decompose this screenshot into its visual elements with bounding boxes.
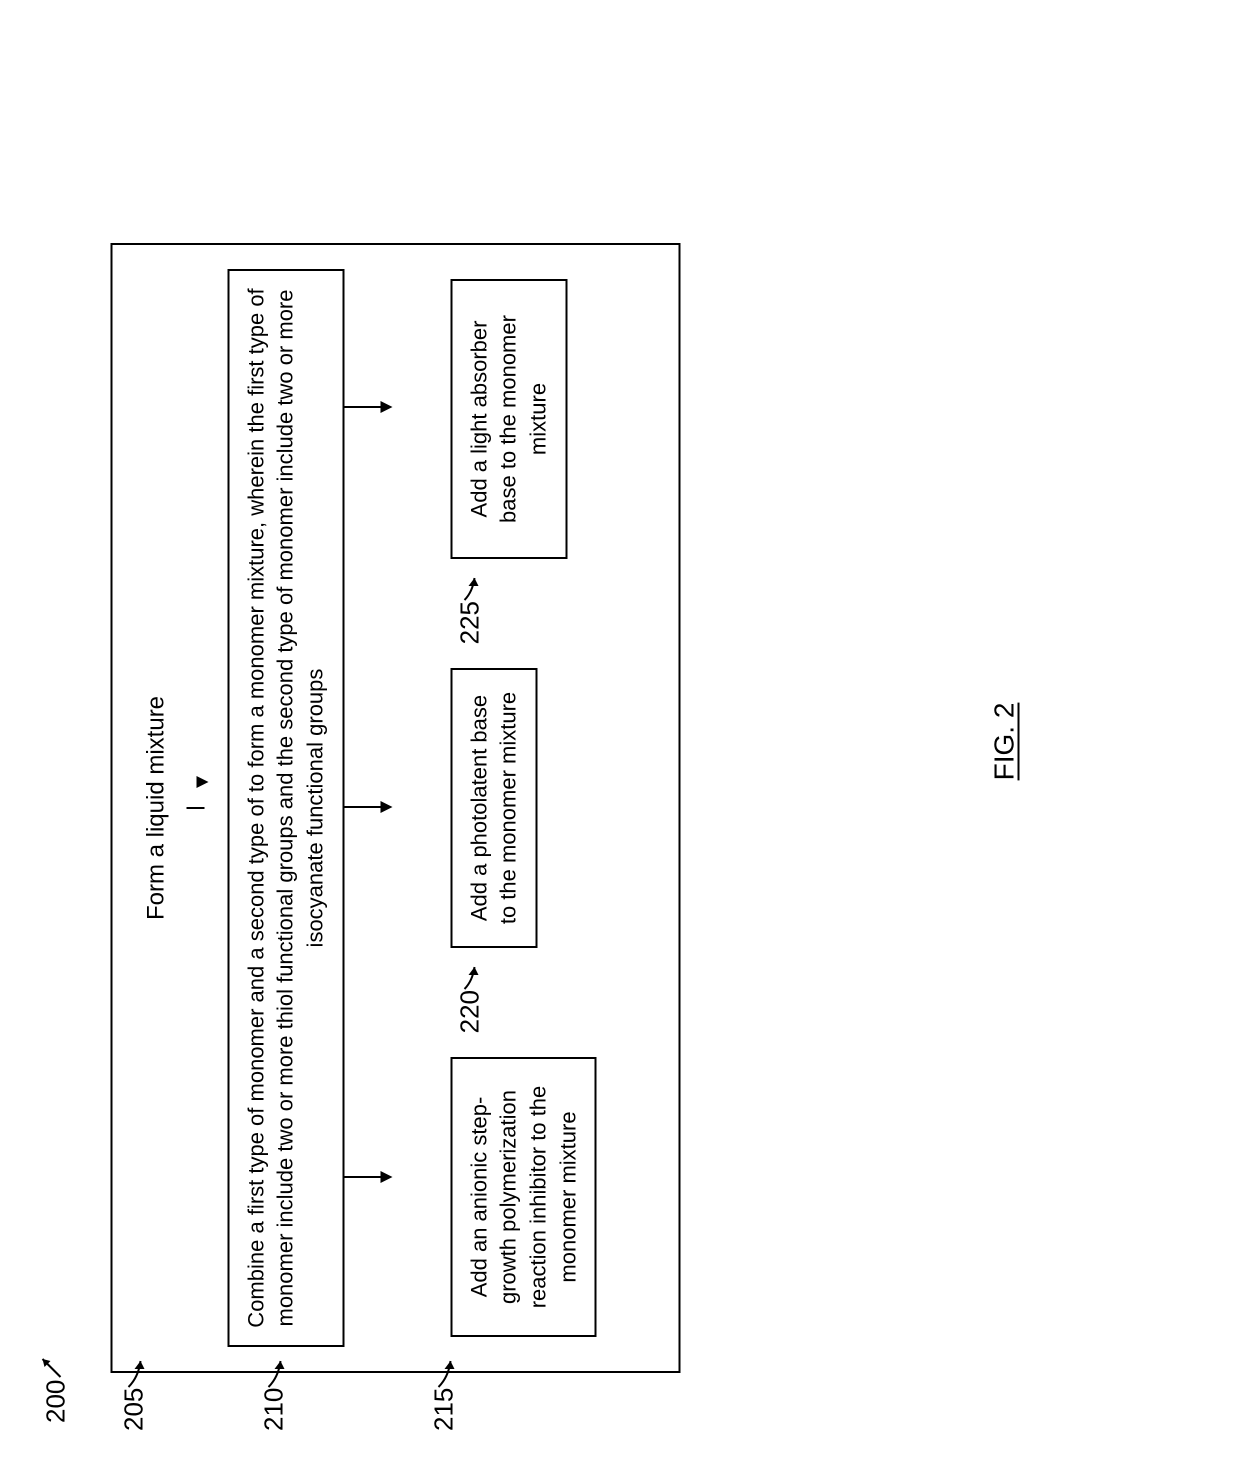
sub3-col: 225 Add a light absorber base to the mon…	[450, 279, 597, 640]
sub1-col: Add an anionic step-growth polymerizatio…	[450, 1057, 597, 1337]
ref-215: 215	[428, 1388, 459, 1431]
figure-number-text: 200	[40, 1380, 70, 1423]
sub-row: Add an anionic step-growth polymerizatio…	[450, 269, 597, 1347]
sub2-col: 220 Add a photolatent base to the monome…	[450, 668, 597, 1029]
sub3-box: Add a light absorber base to the monomer…	[450, 279, 567, 559]
ref-220-lead	[456, 959, 480, 993]
sub1-text: Add an anionic step-growth polymerizatio…	[466, 1086, 580, 1309]
sub2-box: Add a photolatent base to the monomer mi…	[450, 668, 537, 948]
figure-label: FIG. 2	[988, 703, 1020, 781]
ref-225-lead	[456, 570, 480, 604]
branch-arrows	[344, 269, 400, 1347]
arrow-title-to-main	[186, 269, 214, 1347]
ref-205-text: 205	[118, 1388, 148, 1431]
outer-title: Form a liquid mixture	[132, 269, 186, 1347]
main-process-text: Combine a first type of monomer and a se…	[243, 288, 327, 1327]
ref-215-text: 215	[428, 1388, 458, 1431]
ref-225: 225	[454, 601, 485, 644]
ref-225-text: 225	[454, 601, 484, 644]
main-process-box: Combine a first type of monomer and a se…	[227, 269, 344, 1347]
sub2-text: Add a photolatent base to the monomer mi…	[466, 692, 521, 924]
ref-210-text: 210	[258, 1388, 288, 1431]
ref-210: 210	[258, 1388, 289, 1431]
figure-number-arrow	[34, 1347, 66, 1383]
ref-205: 205	[118, 1388, 149, 1431]
figure-number: 200	[40, 1380, 71, 1423]
outer-container: Form a liquid mixture Combine a first ty…	[110, 243, 680, 1373]
ref-220: 220	[454, 990, 485, 1033]
sub3-text: Add a light absorber base to the monomer…	[466, 315, 550, 523]
ref-220-text: 220	[454, 990, 484, 1033]
sub1-box: Add an anionic step-growth polymerizatio…	[450, 1057, 597, 1337]
